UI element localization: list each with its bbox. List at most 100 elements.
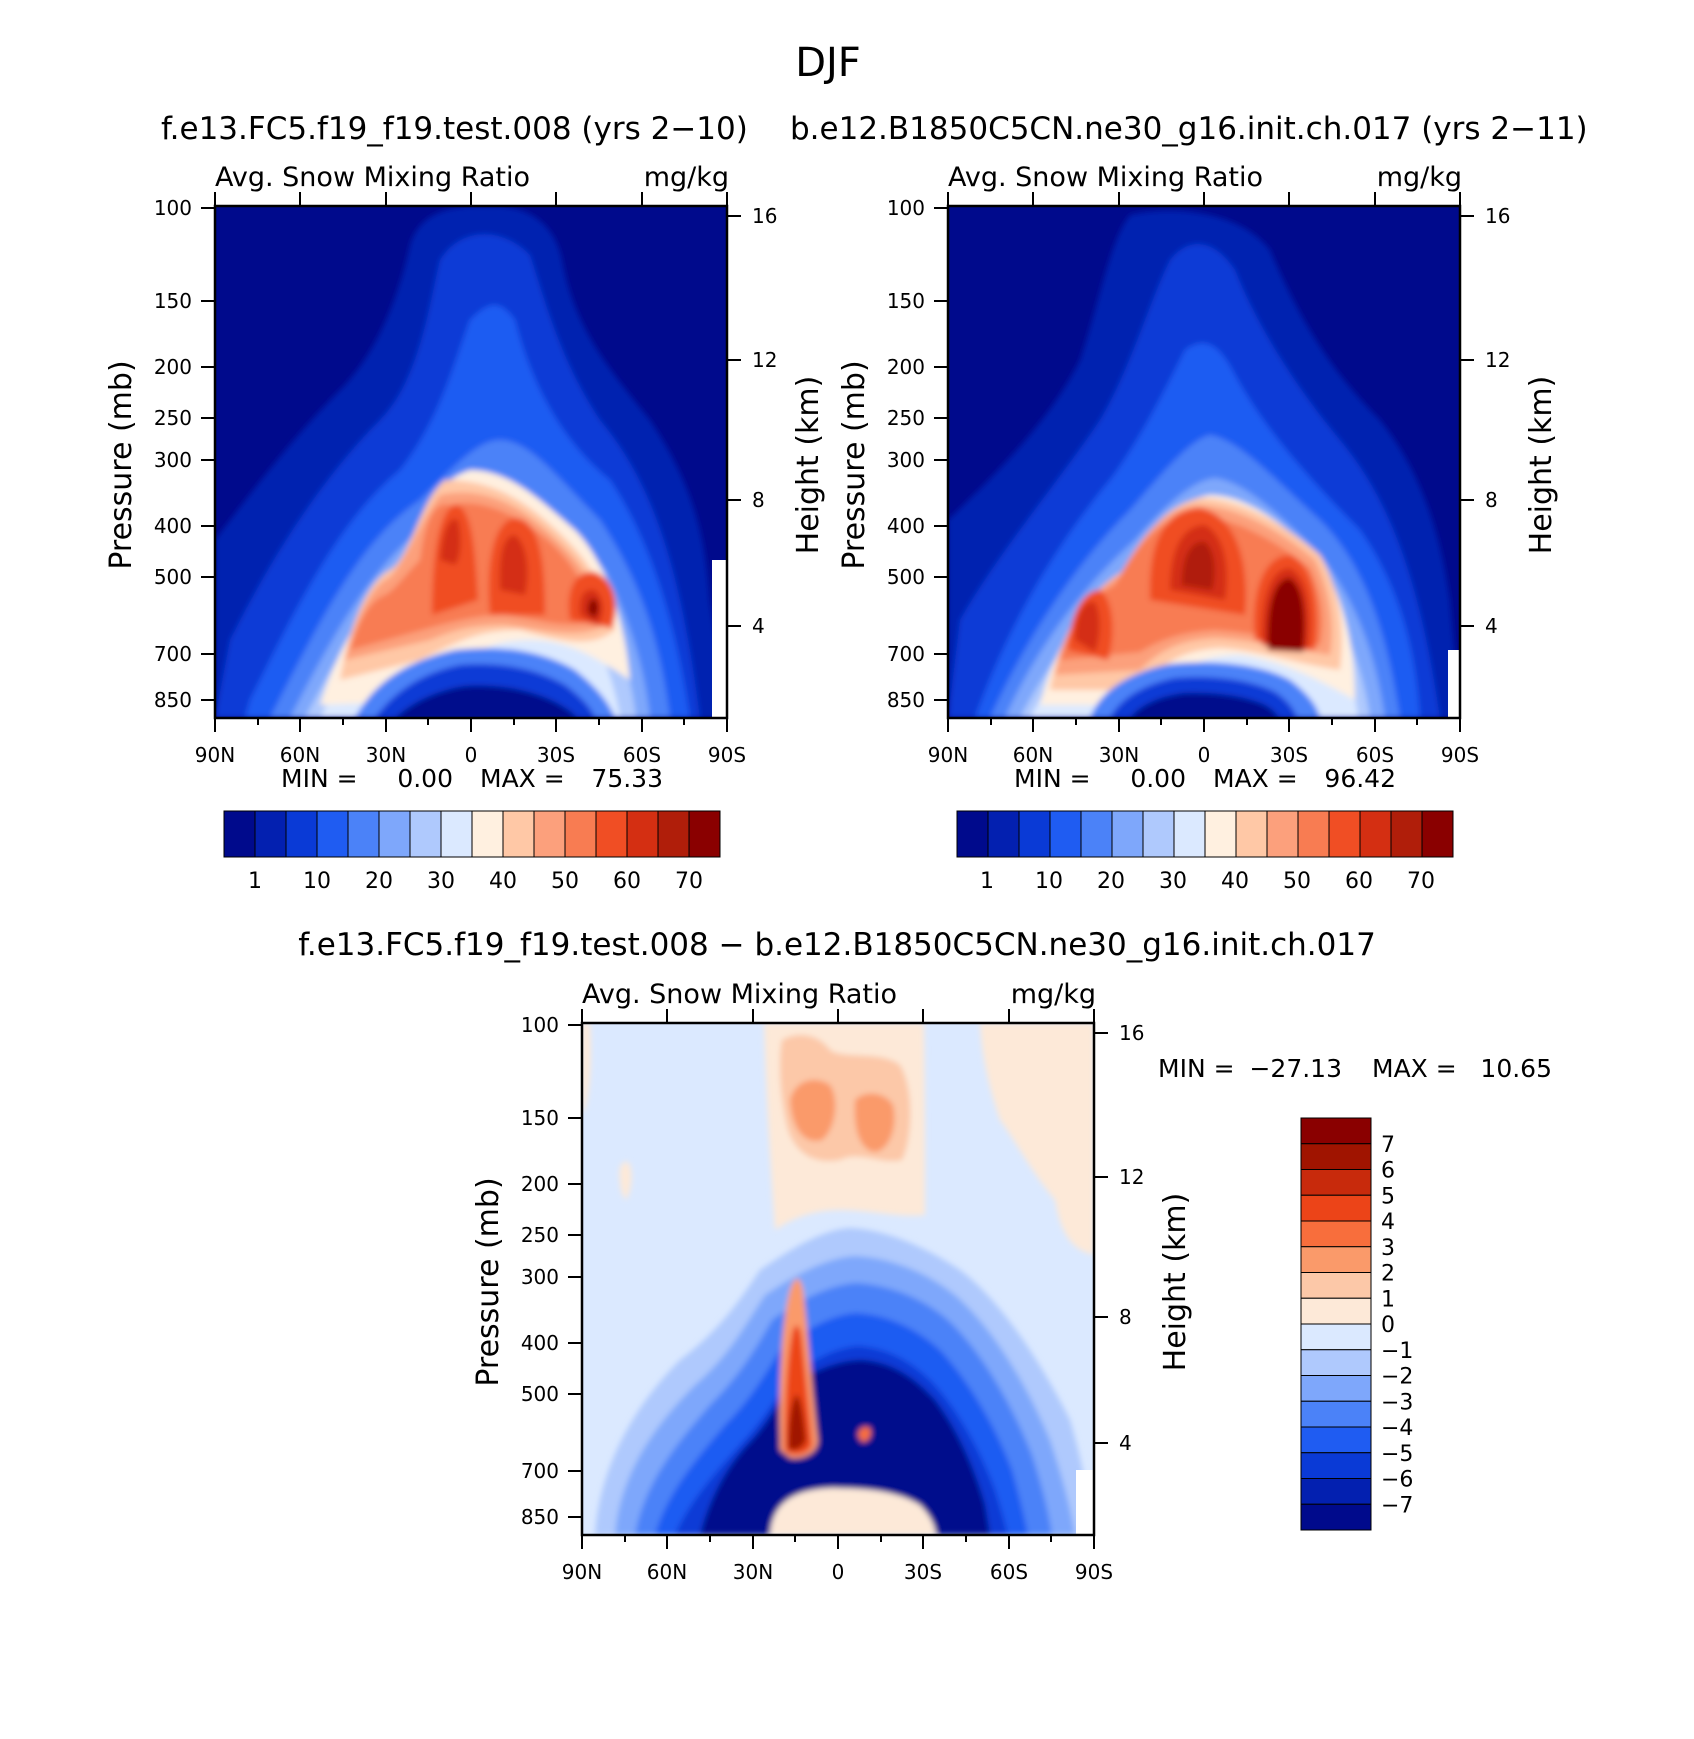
y-tick-label: 100 bbox=[154, 196, 192, 220]
colorbar-swatch bbox=[1300, 1272, 1372, 1299]
y-right-tick-label: 4 bbox=[752, 614, 765, 638]
colorbar-swatch bbox=[1297, 810, 1330, 858]
colorbar-swatch bbox=[1300, 1143, 1372, 1170]
y-right-tick-label: 8 bbox=[1485, 488, 1498, 512]
y-tick-label: 300 bbox=[521, 1265, 559, 1289]
colorbar-label: 2 bbox=[1381, 1262, 1395, 1287]
colorbar-label: 20 bbox=[1097, 869, 1125, 894]
colorbar-label: 30 bbox=[427, 869, 455, 894]
panel-right-x-ticklabels: 90N 60N 30N 0 30S 60S 90S bbox=[928, 743, 1479, 767]
panel-left-title: f.e13.FC5.f19_f19.test.008 (yrs 2−10) bbox=[161, 111, 748, 147]
colorbar-swatch bbox=[1300, 1400, 1372, 1428]
colorbar-label: 60 bbox=[613, 869, 641, 894]
colorbar-swatch bbox=[440, 810, 473, 858]
colorbar-label: 70 bbox=[1407, 869, 1435, 894]
panel-right-title: b.e12.B1850C5CN.ne30_g16.init.ch.017 (yr… bbox=[790, 111, 1588, 147]
colorbar-swatch bbox=[1300, 1323, 1372, 1351]
colorbar-swatch bbox=[285, 810, 318, 858]
y-tick-label: 150 bbox=[154, 289, 192, 313]
panel-left-colorbar bbox=[223, 810, 721, 858]
colorbar-swatch bbox=[1018, 810, 1051, 858]
colorbar-swatch bbox=[987, 810, 1020, 858]
x-tick-label: 60S bbox=[990, 1560, 1028, 1584]
panel-diff-y-ticklabels: 100 150 200 250 300 400 500 700 850 bbox=[521, 1013, 559, 1529]
y-right-tick-label: 4 bbox=[1119, 1431, 1132, 1455]
y-tick-label: 700 bbox=[521, 1459, 559, 1483]
colorbar-swatch bbox=[1300, 1503, 1372, 1531]
panel-right-max-label: MAX = bbox=[1213, 764, 1298, 793]
colorbar-swatch bbox=[254, 810, 287, 858]
panel-diff-min-label: MIN = bbox=[1158, 1054, 1235, 1083]
y-tick-label: 500 bbox=[154, 565, 192, 589]
y-right-tick-label: 12 bbox=[752, 348, 777, 372]
panel-right-subtitle-units: mg/kg bbox=[1377, 162, 1462, 193]
panel-left-min-value: 0.00 bbox=[397, 764, 453, 793]
y-right-tick-label: 8 bbox=[752, 488, 765, 512]
colorbar-label: 5 bbox=[1381, 1184, 1395, 1209]
colorbar-swatch bbox=[1173, 810, 1206, 858]
colorbar-swatch bbox=[688, 810, 721, 858]
y-tick-label: 700 bbox=[887, 642, 925, 666]
y-tick-label: 200 bbox=[887, 355, 925, 379]
y-right-tick-label: 12 bbox=[1485, 348, 1510, 372]
x-tick-label: 90S bbox=[1075, 1560, 1113, 1584]
colorbar-swatch bbox=[1359, 810, 1392, 858]
panel-left-y-ticklabels: 100 150 200 250 300 400 500 700 850 bbox=[154, 196, 192, 712]
colorbar-label: −1 bbox=[1381, 1339, 1413, 1364]
colorbar-swatch bbox=[1235, 810, 1268, 858]
x-tick-label: 30S bbox=[1270, 743, 1308, 767]
colorbar-swatch bbox=[1300, 1452, 1372, 1479]
x-tick-label: 30N bbox=[1099, 743, 1139, 767]
y-right-tick-label: 12 bbox=[1119, 1165, 1144, 1189]
colorbar-label: 10 bbox=[303, 869, 331, 894]
panel-right-contour-field bbox=[948, 206, 1460, 718]
colorbar-label: 40 bbox=[1221, 869, 1249, 894]
panel-diff: f.e13.FC5.f19_f19.test.008 − b.e12.B1850… bbox=[298, 927, 1552, 1584]
panel-diff-contour-field bbox=[582, 1023, 1094, 1535]
x-tick-label: 30N bbox=[733, 1560, 773, 1584]
y-tick-label: 250 bbox=[887, 406, 925, 430]
y-tick-label: 250 bbox=[521, 1223, 559, 1247]
x-tick-label: 30N bbox=[366, 743, 406, 767]
panel-diff-max-value: 10.65 bbox=[1480, 1054, 1552, 1083]
panel-left: f.e13.FC5.f19_f19.test.008 (yrs 2−10) Av… bbox=[104, 111, 826, 894]
panel-left-y-right-ticklabels: 16 12 8 4 bbox=[752, 204, 777, 638]
colorbar-swatch bbox=[1300, 1375, 1372, 1402]
colorbar-label: −6 bbox=[1381, 1468, 1413, 1493]
colorbar-swatch bbox=[1266, 810, 1299, 858]
x-tick-label: 90N bbox=[928, 743, 968, 767]
y-tick-label: 700 bbox=[154, 642, 192, 666]
x-tick-label: 0 bbox=[832, 1560, 845, 1584]
colorbar-label: 3 bbox=[1381, 1236, 1395, 1261]
colorbar-swatch bbox=[316, 810, 349, 858]
x-tick-label: 0 bbox=[1198, 743, 1211, 767]
colorbar-swatch bbox=[1300, 1297, 1372, 1325]
colorbar-label: 4 bbox=[1381, 1210, 1395, 1235]
colorbar-label: 50 bbox=[1283, 869, 1311, 894]
y-right-tick-label: 8 bbox=[1119, 1305, 1132, 1329]
y-tick-label: 850 bbox=[887, 688, 925, 712]
y-tick-label: 400 bbox=[887, 514, 925, 538]
panel-diff-title: f.e13.FC5.f19_f19.test.008 − b.e12.B1850… bbox=[298, 927, 1376, 963]
colorbar-swatch bbox=[1080, 810, 1113, 858]
colorbar-label: −3 bbox=[1381, 1390, 1413, 1415]
panel-right-y-right-axis-label: Height (km) bbox=[1524, 376, 1559, 555]
colorbar-swatch bbox=[533, 810, 566, 858]
panel-right-subtitle-variable: Avg. Snow Mixing Ratio bbox=[948, 162, 1263, 193]
colorbar-swatch bbox=[1142, 810, 1175, 858]
y-tick-label: 300 bbox=[154, 448, 192, 472]
colorbar-label: −2 bbox=[1381, 1365, 1413, 1390]
x-tick-label: 90N bbox=[562, 1560, 602, 1584]
panel-left-y-right-axis-label: Height (km) bbox=[791, 376, 826, 555]
panel-right: b.e12.B1850C5CN.ne30_g16.init.ch.017 (yr… bbox=[790, 111, 1588, 894]
colorbar-label: 40 bbox=[489, 869, 517, 894]
y-right-tick-label: 16 bbox=[1485, 204, 1510, 228]
panel-left-ticks bbox=[201, 192, 741, 732]
panel-diff-x-ticklabels: 90N 60N 30N 0 30S 60S 90S bbox=[562, 1560, 1113, 1584]
panel-diff-ticks bbox=[568, 1009, 1108, 1549]
panel-right-max-value: 96.42 bbox=[1324, 764, 1396, 793]
colorbar-swatch bbox=[595, 810, 628, 858]
y-tick-label: 850 bbox=[154, 688, 192, 712]
y-tick-label: 400 bbox=[521, 1331, 559, 1355]
